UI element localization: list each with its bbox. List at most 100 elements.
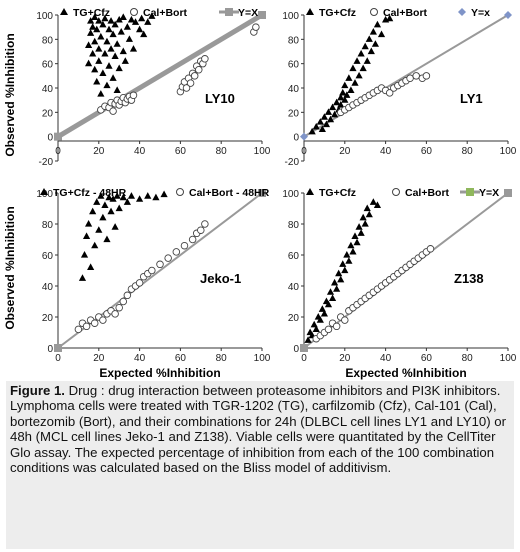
point-cal-bort: [201, 220, 209, 228]
point-cal-bort: [341, 316, 349, 324]
x-tick-label: 0: [301, 353, 307, 364]
point-tg-cfz: [345, 74, 353, 81]
point-tg-cfz: [138, 14, 146, 22]
legend-triangle-icon: [306, 188, 314, 195]
y-tick-label: 40: [42, 282, 54, 293]
point-tg-cfz: [310, 320, 318, 328]
point-tg-cfz: [341, 81, 349, 89]
point-tg-cfz: [89, 207, 97, 215]
legend-circle-icon: [176, 188, 184, 196]
point-tg-cfz: [148, 12, 156, 19]
point-tg-cfz: [91, 37, 99, 45]
point-cal-bort: [412, 72, 420, 80]
point-tg-cfz: [99, 20, 107, 28]
point-cal-bort: [129, 91, 138, 100]
legend-label: Cal+Bort: [405, 187, 450, 199]
y-tick-label: 100: [282, 189, 299, 200]
point-tg-cfz: [127, 192, 136, 199]
point-cal-bort: [190, 72, 199, 80]
point-tg-cfz: [312, 122, 320, 130]
legend-triangle-icon: [306, 8, 314, 15]
x-tick-label: 20: [93, 146, 105, 157]
identity-marker: [300, 344, 308, 352]
point-cal-bort: [156, 260, 164, 269]
y-tick-label: 60: [288, 251, 300, 262]
point-tg-cfz: [328, 103, 337, 111]
point-tg-cfz: [345, 257, 353, 264]
panel-label: Jeko-1: [200, 271, 241, 286]
point-tg-cfz: [349, 247, 357, 255]
legend-label: Cal+Bort: [383, 7, 428, 19]
x-tick-label: 20: [93, 353, 105, 364]
point-tg-cfz: [324, 108, 333, 115]
legend-square-icon: [225, 8, 233, 16]
point-tg-cfz: [347, 241, 355, 249]
point-tg-cfz: [318, 305, 326, 312]
point-tg-cfz: [136, 25, 144, 33]
point-tg-cfz: [85, 220, 93, 227]
y-tick-label: 80: [42, 35, 54, 46]
x-tick-label: 60: [175, 353, 187, 364]
point-tg-cfz: [113, 40, 121, 47]
y-tick-label: 80: [288, 35, 300, 46]
point-tg-cfz: [129, 45, 138, 52]
point-tg-cfz: [91, 65, 99, 73]
x-tick-label: 60: [421, 353, 433, 364]
point-tg-cfz: [111, 20, 119, 28]
point-tg-cfz: [115, 64, 123, 72]
point-tg-cfz: [95, 17, 103, 24]
point-tg-cfz: [353, 238, 361, 246]
point-tg-cfz: [127, 15, 136, 23]
y-axis-title-bottom: Observed %Inhibition: [3, 206, 17, 329]
point-tg-cfz: [337, 93, 345, 101]
point-tg-cfz: [371, 40, 379, 47]
point-cal-bort: [123, 291, 132, 300]
point-tg-cfz: [316, 118, 324, 125]
point-tg-cfz: [131, 18, 140, 25]
point-tg-cfz: [93, 25, 101, 33]
point-tg-cfz: [361, 42, 369, 50]
x-tick-label: 40: [380, 353, 392, 364]
x-tick-label: 40: [134, 146, 146, 157]
x-tick-label: 0: [55, 146, 61, 157]
point-tg-cfz: [312, 325, 320, 332]
point-tg-cfz: [144, 18, 152, 25]
y-tick-label: 60: [288, 60, 300, 71]
point-tg-cfz: [97, 32, 105, 40]
point-cal-bort: [197, 226, 205, 234]
identity-marker: [504, 189, 512, 197]
y-tick-label: 0: [47, 344, 53, 355]
x-tick-label: 100: [500, 146, 517, 157]
point-tg-cfz: [140, 30, 148, 38]
point-cal-bort: [115, 303, 123, 312]
point-tg-cfz: [343, 91, 351, 98]
x-tick-label: 80: [216, 146, 228, 157]
identity-marker: [300, 132, 308, 141]
y-tick-label: 0: [47, 133, 53, 144]
x-tick-label: 0: [55, 353, 61, 364]
point-tg-cfz: [357, 49, 365, 57]
point-tg-cfz: [111, 52, 119, 59]
point-tg-cfz: [335, 269, 343, 277]
legend-circle-icon: [392, 188, 400, 196]
point-tg-cfz: [363, 204, 371, 212]
point-tg-cfz: [107, 45, 115, 52]
point-tg-cfz: [320, 309, 328, 317]
point-tg-cfz: [87, 17, 95, 24]
x-tick-label: 60: [421, 146, 433, 157]
point-cal-bort: [99, 316, 107, 324]
point-tg-cfz: [101, 14, 109, 22]
point-tg-cfz: [89, 23, 97, 30]
identity-marker: [54, 132, 62, 141]
point-tg-cfz: [103, 235, 111, 243]
point-tg-cfz: [337, 275, 345, 283]
point-tg-cfz: [357, 229, 365, 236]
point-cal-bort: [172, 248, 181, 256]
point-tg-cfz: [349, 64, 357, 72]
point-tg-cfz: [308, 127, 316, 135]
x-tick-label: 100: [500, 353, 517, 364]
point-tg-cfz: [377, 30, 386, 38]
point-tg-cfz: [78, 274, 87, 281]
